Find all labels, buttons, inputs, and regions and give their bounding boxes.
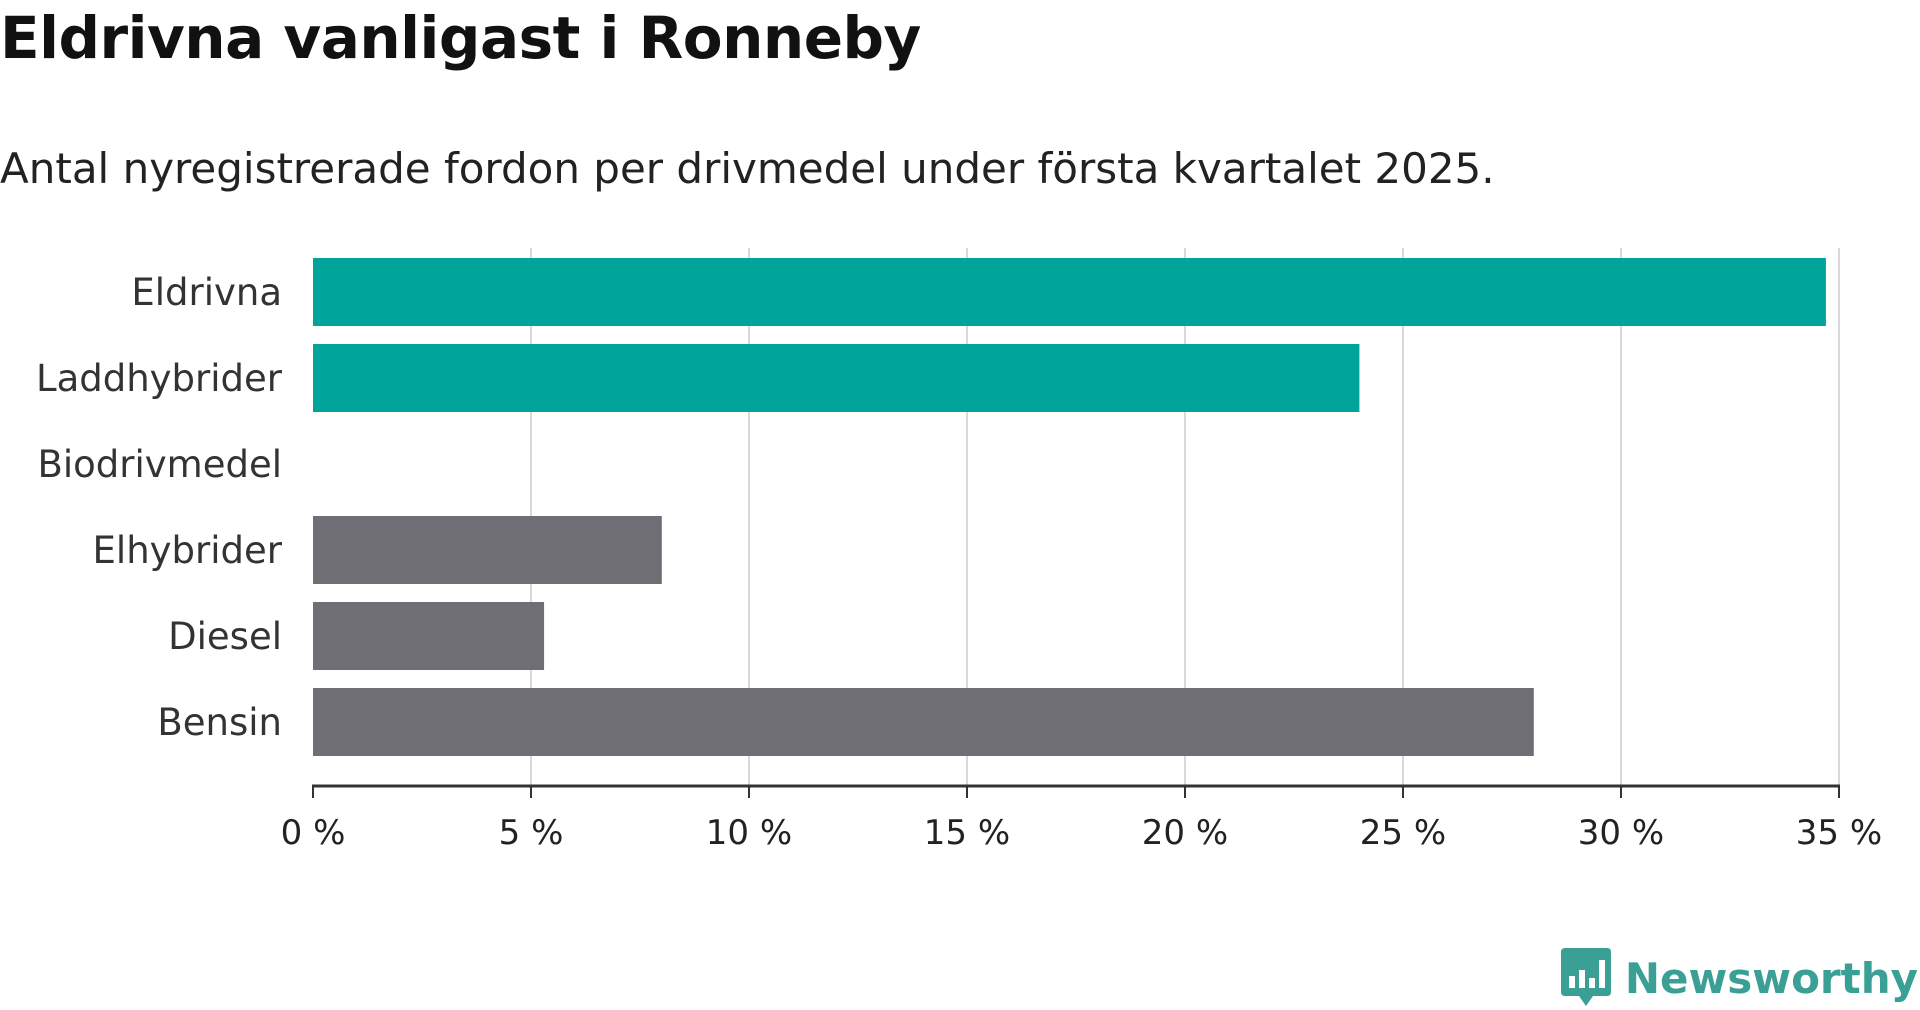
bar-diesel (313, 602, 545, 670)
x-tick-label: 25 % (1360, 813, 1446, 853)
chart-title: Eldrivna vanligast i Ronneby (0, 4, 921, 72)
category-label: Diesel (168, 615, 282, 658)
x-axis: 0 % 5 % 10 % 15 % 20 % 25 % 30 % 35 % (281, 784, 1882, 853)
x-tick-label: 5 % (499, 813, 564, 853)
brand-name: Newsworthy (1624, 953, 1918, 1003)
category-label: Elhybrider (93, 529, 283, 572)
category-label: Eldrivna (131, 271, 282, 314)
newsworthy-logo-icon (1560, 948, 1611, 1006)
brand-logo: Newsworthy (1560, 946, 1918, 1010)
x-tick-label: 10 % (706, 813, 792, 853)
category-label: Biodrivmedel (37, 443, 282, 486)
category-labels: Eldrivna Laddhybrider Biodrivmedel Elhybrid… (36, 271, 283, 744)
category-label: Laddhybrider (36, 357, 283, 400)
x-tick-label: 30 % (1578, 813, 1664, 853)
bar-bensin (313, 688, 1534, 756)
bar-eldrivna (313, 258, 1826, 326)
x-tick-label: 15 % (924, 813, 1010, 853)
x-tick-label: 0 % (281, 813, 346, 853)
x-tick-label: 35 % (1796, 813, 1882, 853)
x-tick-label: 20 % (1142, 813, 1228, 853)
bar-elhybrider (313, 516, 662, 584)
category-label: Bensin (157, 701, 282, 744)
bars (313, 258, 1826, 756)
chart-subtitle: Antal nyregistrerade fordon per drivmede… (0, 144, 1495, 193)
bar-chart: Eldrivna Laddhybrider Biodrivmedel Elhybrid… (36, 248, 1882, 853)
bar-laddhybrider (313, 344, 1360, 412)
